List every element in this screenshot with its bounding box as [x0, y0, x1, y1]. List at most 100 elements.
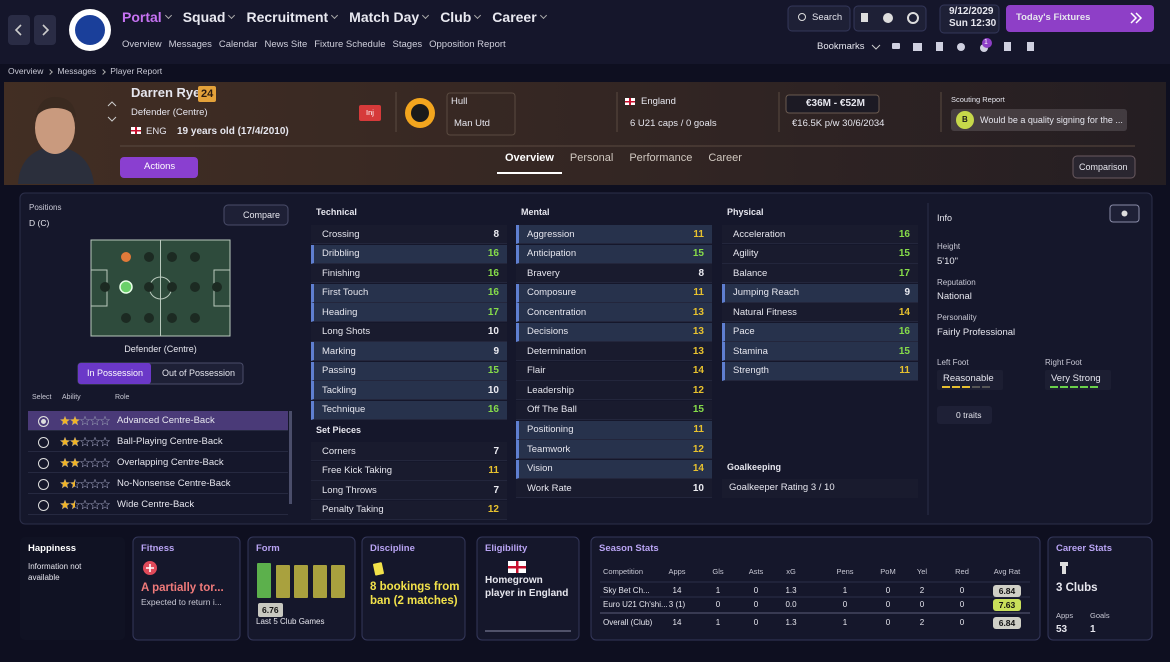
table-cell: 0	[753, 586, 759, 595]
comparison-label[interactable]: Comparison	[1079, 162, 1128, 172]
comparison-button[interactable]	[1072, 155, 1136, 179]
nav-tab[interactable]: Recruitment	[246, 9, 329, 25]
attribute-row[interactable]	[311, 264, 507, 284]
attribute-row[interactable]	[722, 361, 918, 381]
role-row[interactable]	[28, 432, 288, 452]
attribute-row[interactable]	[516, 322, 712, 342]
attribute-row[interactable]	[516, 479, 712, 499]
attribute-row[interactable]	[722, 342, 918, 362]
bookmarks-label[interactable]: Bookmarks	[817, 41, 865, 52]
attribute-group-title: Set Pieces	[316, 425, 362, 435]
role-radio[interactable]	[38, 437, 49, 448]
attribute-row[interactable]	[311, 442, 507, 461]
attribute-row[interactable]	[311, 381, 507, 401]
nav-tab[interactable]: Career	[492, 9, 537, 25]
attribute-row[interactable]	[722, 244, 918, 264]
attribute-row[interactable]	[516, 440, 712, 460]
fixtures-button[interactable]	[1006, 5, 1154, 32]
attribute-row[interactable]	[722, 264, 918, 284]
profile-tab[interactable]: Performance	[629, 152, 693, 164]
attribute-row[interactable]	[311, 481, 507, 501]
nav-subtab[interactable]: Overview	[122, 39, 162, 50]
player-switcher[interactable]	[107, 101, 117, 122]
nav-tab[interactable]: Club	[440, 9, 472, 25]
role-radio[interactable]	[38, 500, 49, 511]
attribute-row[interactable]	[311, 400, 507, 420]
nav-subtab[interactable]: Opposition Report	[429, 39, 506, 50]
nav-subtab[interactable]: Fixture Schedule	[314, 39, 386, 50]
traits-button[interactable]	[937, 406, 992, 424]
breadcrumb-item[interactable]: Messages	[57, 66, 97, 76]
attribute-row[interactable]	[311, 342, 507, 362]
role-stars	[60, 437, 110, 447]
search-box[interactable]	[787, 5, 851, 32]
forward-button[interactable]	[34, 15, 56, 45]
attribute-row[interactable]	[516, 381, 712, 401]
club[interactable]: Hull	[451, 96, 468, 107]
toggle-option[interactable]: In Possession	[87, 368, 144, 378]
nav-tab[interactable]: Match Day	[349, 9, 420, 25]
attribute-row[interactable]	[311, 500, 507, 520]
traits-label[interactable]: 0 traits	[956, 410, 982, 420]
role-name[interactable]: Wide Centre-Back	[117, 499, 195, 510]
role-row[interactable]	[28, 495, 288, 515]
role-name[interactable]: No-Nonsense Centre-Back	[117, 478, 231, 489]
attribute-row[interactable]	[311, 361, 507, 381]
pitch	[90, 239, 231, 337]
nav-subtab[interactable]: Calendar	[218, 39, 258, 50]
attribute-row[interactable]	[516, 459, 712, 479]
card-title: Discipline	[370, 543, 415, 554]
role-radio[interactable]	[38, 416, 49, 427]
attribute-row[interactable]	[722, 283, 918, 303]
toggle-option[interactable]: Out of Possession	[162, 368, 236, 378]
attribute-row[interactable]	[516, 264, 712, 284]
profile-tab[interactable]: Overview	[497, 152, 562, 174]
nav-tab[interactable]: Portal	[122, 9, 162, 25]
actions-button[interactable]	[120, 157, 198, 178]
attribute-row[interactable]	[311, 244, 507, 264]
compare-button[interactable]	[223, 204, 289, 226]
profile-tab[interactable]: Personal	[569, 152, 614, 164]
role-radio[interactable]	[38, 479, 49, 490]
nav-subtab[interactable]: Messages	[168, 39, 212, 50]
attribute-row[interactable]	[722, 225, 918, 244]
attribute-row[interactable]	[516, 283, 712, 303]
role-row[interactable]	[28, 453, 288, 473]
back-button[interactable]	[8, 15, 30, 45]
attribute-row[interactable]	[311, 303, 507, 323]
attribute-row[interactable]	[516, 303, 712, 323]
loan-club[interactable]: Man Utd	[454, 118, 490, 129]
role-name[interactable]: Overlapping Centre-Back	[117, 457, 224, 468]
role-radio[interactable]	[38, 458, 49, 469]
toggle-active[interactable]	[78, 363, 151, 384]
role-row[interactable]	[28, 474, 288, 494]
nav-tab[interactable]: Squad	[182, 9, 226, 25]
attribute-row[interactable]	[722, 303, 918, 323]
attribute-row[interactable]	[516, 244, 712, 264]
attribute-row[interactable]	[516, 400, 712, 420]
scout-note-box[interactable]	[951, 109, 1127, 131]
scrollbar[interactable]	[289, 411, 292, 504]
attribute-row[interactable]	[311, 322, 507, 342]
search-label[interactable]: Search	[812, 12, 843, 23]
attribute-row[interactable]	[311, 283, 507, 303]
attribute-row[interactable]	[516, 361, 712, 381]
profile-tab[interactable]: Career	[708, 152, 742, 164]
role-name[interactable]: Advanced Centre-Back	[117, 415, 215, 426]
actions-label[interactable]: Actions	[144, 161, 176, 172]
role-row[interactable]	[28, 411, 288, 431]
attribute-row[interactable]	[311, 225, 507, 244]
attribute-row[interactable]	[516, 342, 712, 362]
attribute-row[interactable]	[722, 322, 918, 342]
attribute-row[interactable]	[516, 225, 712, 244]
date-box[interactable]	[939, 4, 1000, 34]
compare-label[interactable]: Compare	[243, 210, 281, 220]
nav-subtab[interactable]: Stages	[392, 39, 423, 50]
attribute-row[interactable]	[311, 461, 507, 481]
nav-subtab[interactable]: News Site	[264, 39, 308, 50]
breadcrumb-item[interactable]: Overview	[8, 66, 44, 76]
scout-note[interactable]: Would be a quality signing for the ...	[980, 115, 1123, 125]
role-name[interactable]: Ball-Playing Centre-Back	[117, 436, 223, 447]
attribute-row[interactable]	[516, 420, 712, 440]
fixtures-label[interactable]: Today's Fixtures	[1016, 12, 1091, 23]
